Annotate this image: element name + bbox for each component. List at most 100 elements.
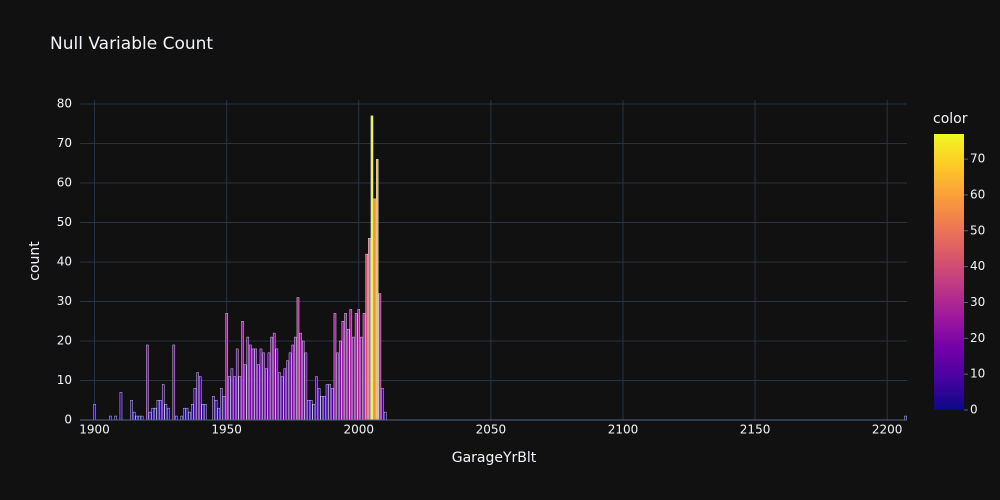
bar [140, 415, 144, 421]
bar [325, 384, 329, 421]
bar [257, 364, 260, 421]
bar [346, 328, 350, 421]
bar [291, 344, 294, 421]
bar [243, 364, 247, 421]
bar [114, 415, 117, 421]
bar [338, 340, 342, 421]
bar [283, 368, 287, 421]
y-tick-label: 50 [57, 215, 72, 229]
bar [323, 396, 326, 421]
bar [272, 332, 276, 421]
bar [151, 407, 154, 421]
bar [212, 396, 215, 421]
colorbar-tick-label: 70 [970, 152, 985, 166]
x-tick-label: 2150 [740, 423, 771, 437]
x-tick-label: 2100 [608, 423, 639, 437]
bar [198, 376, 202, 421]
colorbar-tick-label: 0 [970, 403, 978, 417]
bar [362, 313, 366, 421]
bar [302, 340, 305, 421]
bar [352, 336, 355, 421]
bar [191, 403, 194, 421]
colorbar-tick-label: 60 [970, 187, 985, 201]
x-tick-label: 2000 [343, 423, 374, 437]
bar [344, 313, 347, 421]
bar [354, 313, 358, 421]
bar [241, 321, 244, 421]
bar [183, 407, 186, 421]
bar [233, 376, 236, 421]
bar [280, 376, 284, 421]
x-axis-title: GarageYrBlt [452, 450, 537, 466]
bar [220, 388, 223, 421]
bar [320, 396, 324, 421]
bar [312, 403, 316, 421]
x-tick-label: 1950 [211, 423, 242, 437]
bar [201, 403, 205, 421]
bar [246, 336, 250, 421]
bar [370, 115, 374, 421]
bar [228, 376, 231, 421]
colorbar [934, 134, 964, 410]
bar [138, 415, 141, 421]
bar [172, 344, 176, 421]
y-tick-label: 0 [64, 413, 72, 427]
bar [288, 352, 292, 421]
y-tick-label: 10 [57, 373, 72, 387]
y-tick-label: 60 [57, 175, 72, 189]
bar [328, 384, 331, 421]
x-tick-label: 2050 [476, 423, 507, 437]
bar [180, 415, 183, 421]
bar [275, 348, 279, 421]
colorbar-title: color [933, 111, 968, 127]
bar [296, 297, 300, 421]
bar [167, 407, 170, 421]
bar [294, 336, 297, 421]
bar [381, 388, 384, 421]
colorbar-tick-label: 30 [970, 295, 985, 309]
bar [375, 159, 379, 421]
bar [196, 372, 199, 421]
bar [132, 411, 136, 421]
y-tick-label: 40 [57, 254, 72, 268]
bar [333, 313, 337, 421]
bar [238, 376, 242, 421]
bar [286, 360, 289, 421]
bar [309, 400, 313, 421]
bar [154, 407, 157, 421]
bar [904, 415, 907, 421]
bar [383, 411, 387, 421]
bar [357, 309, 361, 421]
bar [349, 309, 353, 421]
colorbar-tick-label: 20 [970, 331, 985, 345]
bar [161, 384, 165, 421]
bar [373, 198, 376, 421]
y-axis-title: count [27, 241, 43, 281]
bar [119, 392, 123, 421]
bar [135, 415, 139, 421]
bar [130, 400, 133, 421]
bar [259, 348, 263, 421]
x-tick-label: 2200 [872, 423, 903, 437]
bar [217, 407, 220, 421]
bar [156, 400, 160, 421]
bar [341, 321, 345, 421]
bar [148, 411, 152, 421]
bar [299, 332, 302, 421]
bar [365, 253, 368, 421]
bar [225, 313, 228, 421]
y-tick-label: 80 [57, 96, 72, 110]
bar [230, 368, 234, 421]
bar [307, 400, 310, 421]
colorbar-tick-label: 10 [970, 367, 985, 381]
bar [93, 403, 96, 421]
bar [315, 376, 318, 421]
bar [368, 238, 371, 421]
bar [109, 415, 112, 421]
bar [331, 388, 334, 421]
y-tick-label: 70 [57, 136, 72, 150]
bar [188, 411, 191, 421]
bar [204, 403, 207, 421]
bar [164, 403, 168, 421]
